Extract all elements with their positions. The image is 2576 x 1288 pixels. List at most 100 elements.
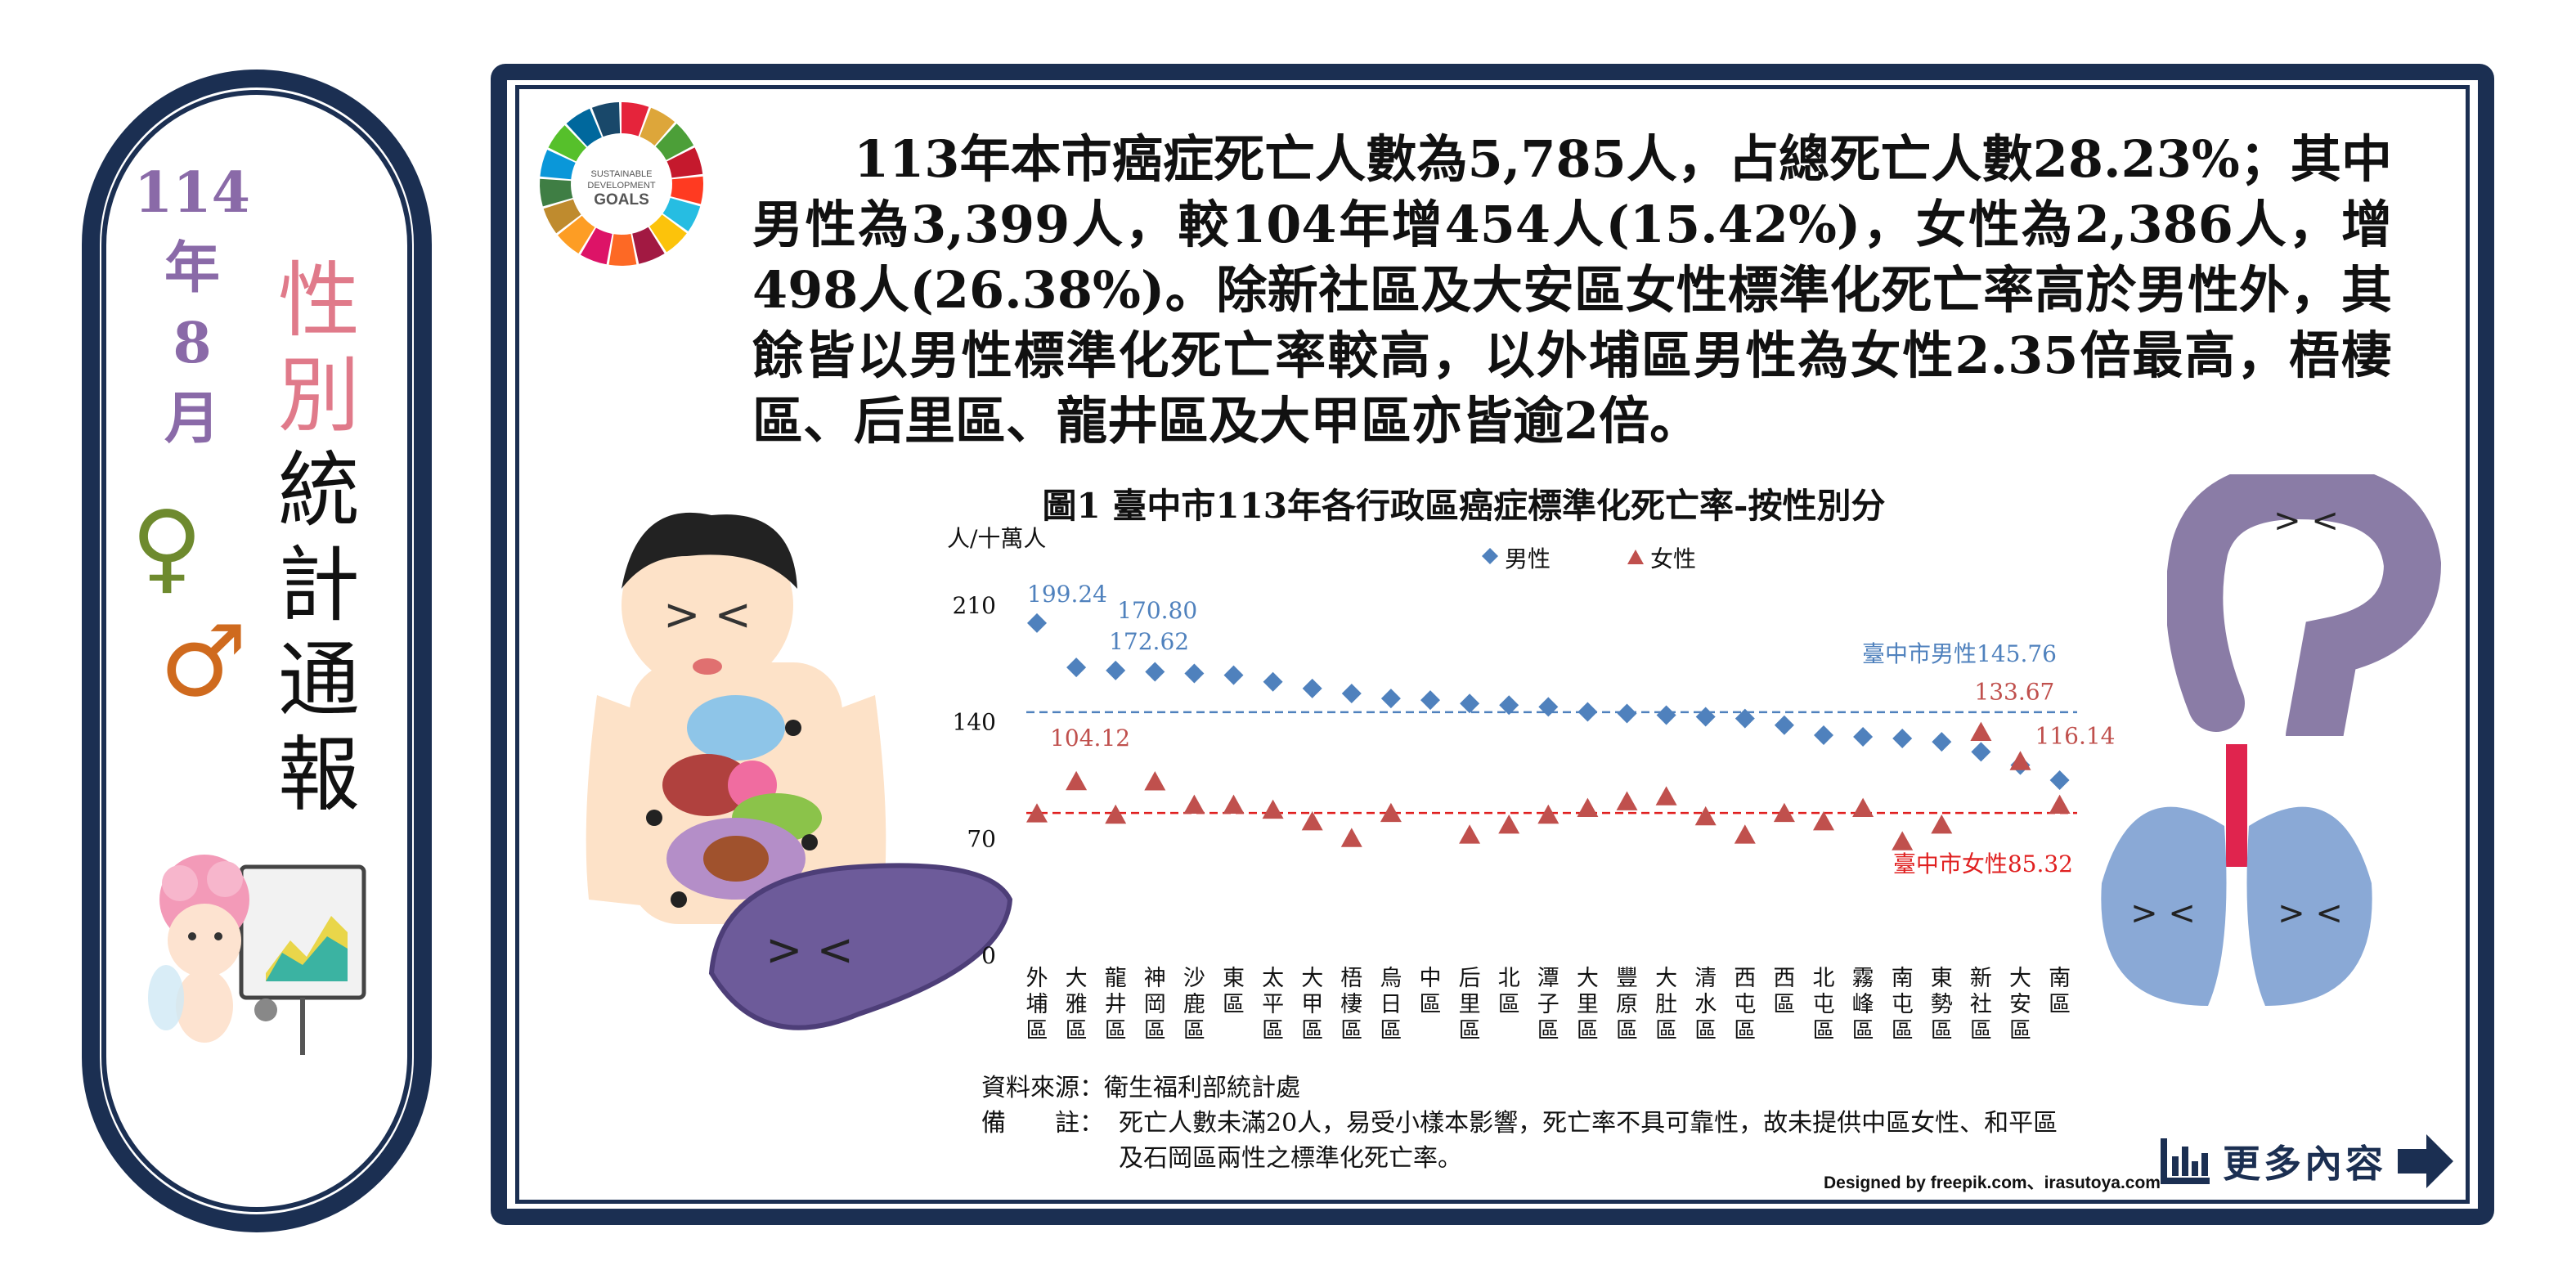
data-label: 170.80 xyxy=(1117,597,1197,624)
female-point xyxy=(1066,770,1088,791)
male-point xyxy=(1420,690,1440,711)
category-label: 大 xyxy=(2009,966,2031,991)
category-label: 霧 xyxy=(1852,966,1874,991)
category-label: 區 xyxy=(1459,1018,1481,1043)
title-char: 性 xyxy=(278,253,360,348)
y-tick-label: 210 xyxy=(953,592,996,619)
data-label: 116.14 xyxy=(2035,722,2116,749)
date-month-char: 月 xyxy=(164,386,220,451)
female-point xyxy=(1655,786,1677,806)
category-label: 鹿 xyxy=(1183,992,1205,1017)
male-point xyxy=(1538,697,1559,717)
credit-text: Designed by freepik.com、irasutoya.com xyxy=(1824,1174,2161,1192)
male-point xyxy=(1263,671,1283,692)
category-label: 水 xyxy=(1694,992,1717,1017)
category-label: 區 xyxy=(1026,1018,1048,1043)
sdg-segment xyxy=(608,233,637,266)
category-label: 屯 xyxy=(1813,992,1835,1017)
sdg-segment xyxy=(649,214,687,253)
female-point xyxy=(1577,797,1599,818)
data-label: 199.24 xyxy=(1027,581,1107,608)
side-panel-inner-border xyxy=(101,90,412,1212)
category-label: 里 xyxy=(1459,992,1481,1017)
male-point xyxy=(1184,663,1205,684)
male-symbol-icon: ♂ xyxy=(159,605,248,719)
category-label: 西 xyxy=(1773,966,1795,991)
main-card-inner-border xyxy=(515,85,2470,1204)
sdg-segment xyxy=(580,227,613,265)
summary-paragraph: 113年本市癌症死亡人數為5,785人，占總死亡人數28.23%；其中男性為3,… xyxy=(752,129,2392,451)
female-point xyxy=(1144,771,1166,791)
male-point xyxy=(1341,684,1362,704)
male-point xyxy=(1577,702,1598,722)
svg-text:> <: > < xyxy=(2273,502,2339,540)
y-axis-label: 人/十萬人 xyxy=(947,525,1046,552)
sdg-segment xyxy=(666,147,703,178)
sdg-segment xyxy=(640,107,675,146)
category-label: 甲 xyxy=(1301,992,1323,1017)
category-label: 區 xyxy=(1537,1018,1560,1043)
sdg-segment xyxy=(632,227,665,264)
category-label: 區 xyxy=(1970,1018,1992,1043)
sdg-text: GOALS xyxy=(594,191,649,209)
category-label: 區 xyxy=(1655,1018,1677,1043)
more-content-label: 更多內容 xyxy=(2223,1142,2386,1186)
male-point xyxy=(1066,657,1087,678)
arrow-right-icon xyxy=(2398,1134,2453,1188)
female-point xyxy=(1223,794,1245,814)
liver-illustration: > < xyxy=(708,863,1013,1030)
more-content-button[interactable]: 更多內容 xyxy=(2159,1133,2455,1190)
category-label: 新 xyxy=(1970,966,1992,991)
male-point xyxy=(1460,693,1480,714)
male-point xyxy=(1380,689,1401,709)
legend-label-male: 男性 xyxy=(1505,545,1551,572)
sdg-segment xyxy=(655,123,694,160)
date-year-char: 年 xyxy=(164,236,220,301)
y-tick-label: 140 xyxy=(953,709,996,736)
female-point xyxy=(1734,824,1756,844)
y-tick-label: 0 xyxy=(981,942,996,969)
sdg-segment xyxy=(566,108,602,147)
male-point xyxy=(1971,742,1991,762)
title-char: 統 xyxy=(278,442,360,538)
mascot-illustration xyxy=(148,855,366,1055)
y-tick-label: 70 xyxy=(967,825,996,852)
category-label: 安 xyxy=(2009,992,2031,1017)
female-point xyxy=(1262,799,1284,819)
category-label: 區 xyxy=(1577,1018,1599,1043)
category-label: 雅 xyxy=(1066,992,1088,1017)
category-label: 里 xyxy=(1577,992,1599,1017)
category-label: 烏 xyxy=(1380,966,1402,991)
category-label: 原 xyxy=(1616,992,1638,1017)
category-label: 中 xyxy=(1420,966,1442,991)
category-label: 后 xyxy=(1459,966,1481,991)
source-note: 資料來源：衛生福利部統計處 xyxy=(981,1074,1300,1102)
female-point xyxy=(1773,802,1795,823)
svg-text:> <: > < xyxy=(2130,895,2196,932)
date-year: 114 xyxy=(134,160,250,226)
category-label: 峰 xyxy=(1852,992,1874,1017)
female-point xyxy=(1301,810,1323,831)
remark-line-2: 及石岡區兩性之標準化死亡率。 xyxy=(1119,1144,1462,1173)
category-label: 豐 xyxy=(1616,966,1638,991)
category-label: 梧 xyxy=(1340,966,1362,991)
female-point xyxy=(1380,802,1402,823)
title-char: 通 xyxy=(278,632,360,728)
category-label: 區 xyxy=(1105,1018,1127,1043)
category-label: 清 xyxy=(1694,966,1717,991)
female-point xyxy=(2009,751,2031,770)
male-point xyxy=(1892,729,1913,749)
category-label: 屯 xyxy=(1734,992,1756,1017)
data-label: 133.67 xyxy=(1974,679,2054,706)
category-label: 區 xyxy=(1734,1018,1756,1043)
category-label: 埔 xyxy=(1026,992,1048,1017)
female-point xyxy=(1616,791,1638,810)
male-point xyxy=(1814,725,1833,745)
category-label: 大 xyxy=(1301,966,1323,991)
svg-text:> <: > < xyxy=(765,924,854,976)
category-label: 岡 xyxy=(1144,992,1166,1017)
sdg-segment xyxy=(591,102,621,137)
female-point xyxy=(2049,794,2071,814)
sdg-text: DEVELOPMENT xyxy=(587,181,655,191)
female-point xyxy=(1340,828,1362,847)
